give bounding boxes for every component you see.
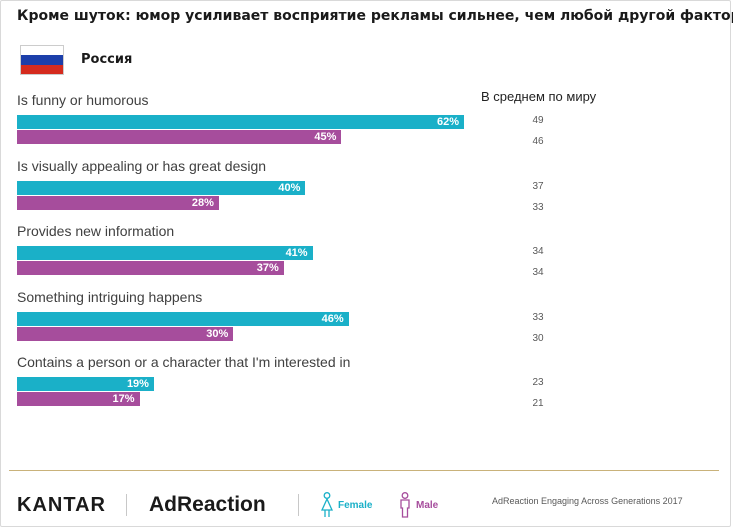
bar-female: 62% (17, 115, 464, 129)
bar-value-label: 28% (191, 196, 214, 209)
world-average-value-female: 49 (532, 115, 544, 126)
world-average-value-male: 21 (532, 398, 544, 409)
bar-value-label: 37% (256, 262, 279, 274)
bar-male: 37% (17, 261, 284, 275)
bar-value-label: 62% (436, 116, 459, 128)
flag-stripe-red (21, 64, 63, 74)
world-average-value-male: 30 (532, 332, 544, 344)
category-label: Provides new information (17, 223, 175, 239)
bar-value-label: 41% (285, 247, 308, 259)
world-average-value-female: 33 (532, 311, 544, 323)
female-icon (320, 492, 334, 517)
bar-male: 17% (17, 392, 140, 406)
country-label: Россия (81, 52, 133, 67)
legend-female-label: Female (338, 500, 373, 511)
footer-separator (126, 494, 127, 516)
category-label: Something intriguing happens (17, 288, 203, 305)
category-label: Is visually appealing or has great desig… (17, 157, 267, 174)
bar-value-label: 46% (321, 312, 344, 325)
bar-value-label: 40% (278, 181, 301, 194)
kantar-logo: KANTAR (17, 494, 106, 516)
flag-stripe-white (21, 46, 63, 56)
bar-value-label: 19% (126, 378, 149, 390)
bar-value-label: 45% (314, 131, 337, 143)
source-note: AdReaction Engaging Across Generations 2… (492, 496, 683, 506)
bar-value-label: 30% (206, 327, 229, 340)
bar-male: 28% (17, 195, 219, 210)
world-average-value-male: 34 (532, 267, 544, 278)
bar-female: 46% (17, 311, 349, 326)
world-average-value-male: 33 (532, 201, 544, 213)
bar-female: 40% (17, 180, 306, 195)
world-average-value-female: 23 (532, 377, 544, 388)
legend-male-label: Male (416, 500, 439, 511)
bar-female: 19% (17, 377, 154, 391)
adreaction-logo: AdReaction (149, 493, 266, 516)
world-average-value-female: 34 (532, 246, 544, 257)
category-label: Contains a person or a character that I'… (17, 354, 351, 370)
bar-value-label: 17% (112, 393, 135, 405)
category-label: Is funny or humorous (17, 92, 149, 108)
flag-stripe-blue (21, 55, 63, 65)
world-average-value-male: 46 (532, 136, 544, 147)
chart-title: Кроме шуток: юмор усиливает восприятие р… (17, 8, 733, 24)
bar-male: 45% (17, 130, 342, 144)
bar-female: 41% (17, 246, 313, 260)
bar-male: 30% (17, 326, 234, 341)
russia-flag-icon (20, 45, 64, 75)
male-icon (400, 492, 410, 518)
footer-separator (298, 494, 299, 516)
world-average-header: В среднем по миру (481, 89, 597, 104)
footer-divider (9, 470, 719, 471)
world-average-value-female: 37 (532, 180, 544, 192)
